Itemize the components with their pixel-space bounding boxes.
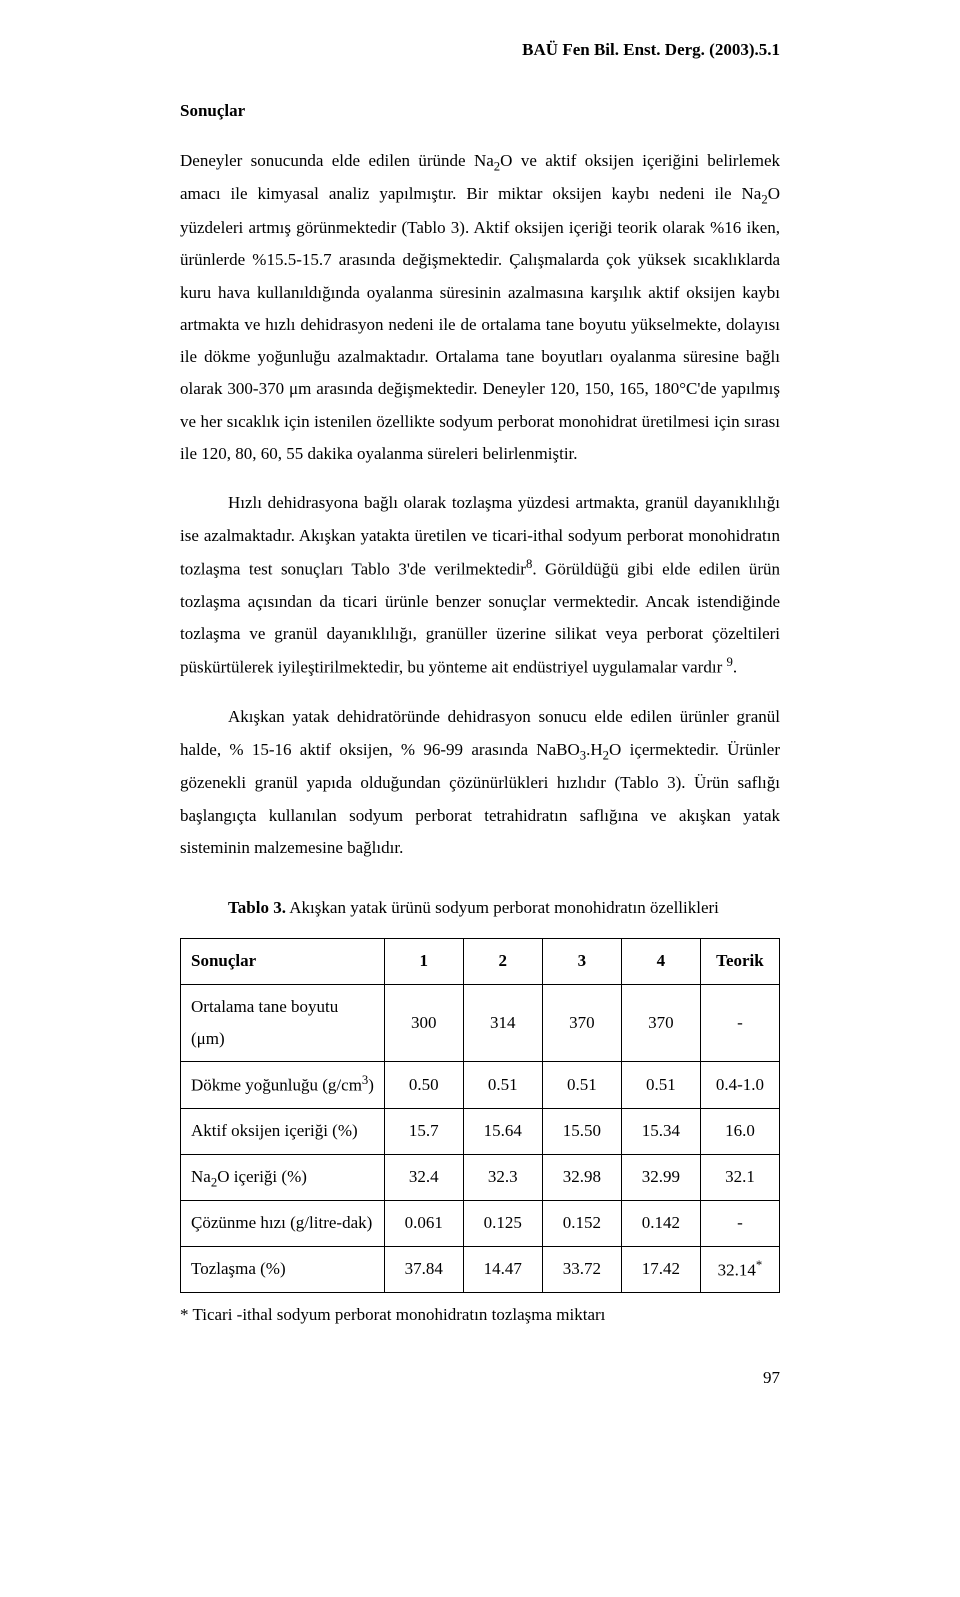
cell: 32.4 [384, 1154, 463, 1201]
row-label: Aktif oksijen içeriği (%) [181, 1109, 385, 1154]
cell: 16.0 [700, 1109, 779, 1154]
table-row: Aktif oksijen içeriği (%) 15.7 15.64 15.… [181, 1109, 780, 1154]
text: Deneyler sonucunda elde edilen üründe Na [180, 151, 494, 170]
col-header-3: 3 [542, 939, 621, 984]
cell: 0.51 [463, 1062, 542, 1109]
cell: 370 [621, 984, 700, 1062]
text: . [733, 658, 737, 677]
cell: 0.50 [384, 1062, 463, 1109]
cell: 0.51 [542, 1062, 621, 1109]
cell: 0.125 [463, 1201, 542, 1246]
cell: 33.72 [542, 1246, 621, 1293]
table-row: Çözünme hızı (g/litre-dak) 0.061 0.125 0… [181, 1201, 780, 1246]
cell: 15.34 [621, 1109, 700, 1154]
row-label: Na2O içeriği (%) [181, 1154, 385, 1201]
cell: 14.47 [463, 1246, 542, 1293]
text: .H [586, 740, 603, 759]
cell: 32.1 [700, 1154, 779, 1201]
cell: 32.14* [700, 1246, 779, 1293]
text: ) [368, 1076, 374, 1095]
col-header-1: 1 [384, 939, 463, 984]
table-header-row: Sonuçlar 1 2 3 4 Teorik [181, 939, 780, 984]
superscript-star: * [756, 1258, 762, 1272]
row-label: Tozlaşma (%) [181, 1246, 385, 1293]
cell: 0.152 [542, 1201, 621, 1246]
cell: - [700, 984, 779, 1062]
cell: 314 [463, 984, 542, 1062]
paragraph-3: Akışkan yatak dehidratöründe dehidrasyon… [180, 701, 780, 864]
cell: 15.7 [384, 1109, 463, 1154]
table-row: Na2O içeriği (%) 32.4 32.3 32.98 32.99 3… [181, 1154, 780, 1201]
text: Na [191, 1167, 211, 1186]
col-header-sonuclar: Sonuçlar [181, 939, 385, 984]
table-row: Dökme yoğunluğu (g/cm3) 0.50 0.51 0.51 0… [181, 1062, 780, 1109]
col-header-teorik: Teorik [700, 939, 779, 984]
cell: 0.51 [621, 1062, 700, 1109]
col-header-2: 2 [463, 939, 542, 984]
table-caption-text: Akışkan yatak ürünü sodyum perborat mono… [286, 898, 719, 917]
cell: 15.50 [542, 1109, 621, 1154]
cell: 0.142 [621, 1201, 700, 1246]
cell: 17.42 [621, 1246, 700, 1293]
paragraph-2: Hızlı dehidrasyona bağlı olarak tozlaşma… [180, 487, 780, 684]
page-number: 97 [180, 1362, 780, 1394]
paragraph-1: Deneyler sonucunda elde edilen üründe Na… [180, 145, 780, 471]
table-caption: Tablo 3. Akışkan yatak ürünü sodyum perb… [180, 892, 780, 924]
cell: 0.4-1.0 [700, 1062, 779, 1109]
cell: 32.3 [463, 1154, 542, 1201]
row-label: Ortalama tane boyutu (μm) [181, 984, 385, 1062]
text: Dökme yoğunluğu (g/cm [191, 1076, 362, 1095]
cell: 0.061 [384, 1201, 463, 1246]
text: 32.14 [718, 1260, 756, 1279]
col-header-4: 4 [621, 939, 700, 984]
table-footnote: * Ticari -ithal sodyum perborat monohidr… [180, 1299, 780, 1331]
cell: 37.84 [384, 1246, 463, 1293]
cell: 370 [542, 984, 621, 1062]
cell: - [700, 1201, 779, 1246]
text: O yüzdeleri artmış görünmektedir (Tablo … [180, 184, 780, 463]
table-row: Ortalama tane boyutu (μm) 300 314 370 37… [181, 984, 780, 1062]
cell: 15.64 [463, 1109, 542, 1154]
results-table: Sonuçlar 1 2 3 4 Teorik Ortalama tane bo… [180, 938, 780, 1293]
cell: 300 [384, 984, 463, 1062]
row-label: Çözünme hızı (g/litre-dak) [181, 1201, 385, 1246]
table-row: Tozlaşma (%) 37.84 14.47 33.72 17.42 32.… [181, 1246, 780, 1293]
cell: 32.99 [621, 1154, 700, 1201]
table-caption-label: Tablo 3. [228, 898, 286, 917]
running-head: BAÜ Fen Bil. Enst. Derg. (2003).5.1 [180, 40, 780, 60]
section-title-sonuclar: Sonuçlar [180, 95, 780, 127]
row-label: Dökme yoğunluğu (g/cm3) [181, 1062, 385, 1109]
cell: 32.98 [542, 1154, 621, 1201]
text: O içeriği (%) [217, 1167, 307, 1186]
page: BAÜ Fen Bil. Enst. Derg. (2003).5.1 Sonu… [90, 0, 870, 1454]
